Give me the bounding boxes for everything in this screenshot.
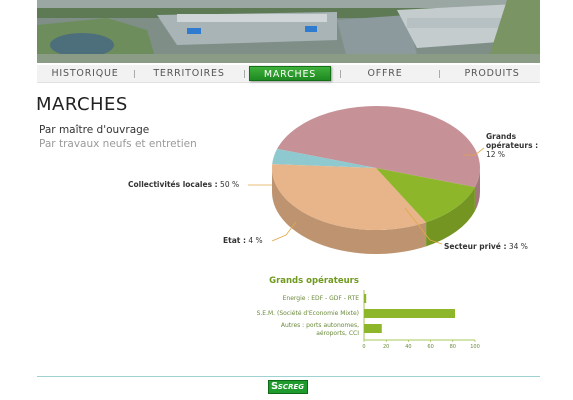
nav-territoires[interactable]: TERRITOIRES: [153, 68, 225, 79]
nav-historique[interactable]: HISTORIQUE: [51, 68, 119, 79]
pie-label-etat-name: Etat :: [223, 236, 246, 245]
header-banner: [37, 0, 540, 63]
pie-label-collectivites: Collectivités locales : 50 %: [128, 180, 239, 189]
pie-slice-grands-side: [426, 187, 475, 247]
pie-slice-etat[interactable]: [272, 148, 376, 168]
nav-separator: [244, 70, 245, 78]
bar-chart-title: Grands opérateurs: [269, 275, 359, 286]
footer-divider: [37, 376, 540, 377]
pie-label-etat-value: 4 %: [248, 236, 263, 245]
pie-label-collectivites-value: 50 %: [220, 180, 240, 189]
pie-label-prive: Secteur privé : 34 %: [444, 242, 528, 251]
nav-produits[interactable]: PRODUITS: [464, 68, 520, 79]
bar-chart-svg: Grands opérateurs Energie : EDF - GDF - R…: [257, 275, 480, 350]
nav-separator: [340, 70, 341, 78]
bar-label-2: aéroports, CCI: [316, 330, 359, 337]
pie-label-prive-name: Secteur privé :: [444, 242, 507, 251]
pie-slice-prive[interactable]: [272, 164, 427, 230]
nav-offre[interactable]: OFFRE: [367, 68, 403, 79]
bar-label-1: S.E.M. (Société d'Economie Mixte): [257, 310, 359, 317]
logo-mark: S: [271, 381, 279, 392]
bar-x-tick-label: 100: [470, 344, 480, 350]
pie-slice-collectivites-side: [474, 168, 480, 212]
bar-0[interactable]: [364, 294, 367, 303]
aerial-photo-image: [37, 0, 540, 63]
pie-label-etat: Etat : 4 %: [223, 236, 263, 245]
pie-label-grands: Grands opérateurs : 12 %: [486, 132, 546, 159]
logo-text: SCREG: [277, 383, 304, 391]
bar-x-tick-label: 60: [427, 344, 433, 350]
bar-x-tick-label: 20: [383, 344, 389, 350]
pie-slice-collectivites[interactable]: [277, 105, 480, 188]
nav-separator: [439, 70, 440, 78]
bar-x-tick-label: 0: [362, 344, 365, 350]
nav-separator: [134, 70, 135, 78]
bar-1[interactable]: [364, 309, 456, 318]
leader-line-grands: [463, 147, 485, 156]
leader-line-etat: [271, 221, 297, 242]
bar-x-tick-label: 40: [405, 344, 411, 350]
pie-label-grands-name: Grands opérateurs :: [486, 132, 539, 150]
bar-x-tick-label: 80: [450, 344, 456, 350]
subtitle-by-works[interactable]: Par travaux neufs et entretien: [39, 138, 197, 150]
pie-label-prive-value: 34 %: [508, 242, 528, 251]
pie-label-grands-value: 12 %: [486, 150, 506, 159]
screg-logo[interactable]: S SCREG: [268, 380, 308, 394]
page-title: MARCHES: [36, 94, 128, 115]
pie-slice-grands[interactable]: [376, 168, 475, 223]
pie-label-collectivites-name: Collectivités locales :: [128, 180, 218, 189]
bar-chart: Grands opérateurs Energie : EDF - GDF - R…: [240, 272, 500, 362]
subtitle-by-owner[interactable]: Par maître d'ouvrage: [39, 124, 150, 136]
leader-line-prive: [404, 207, 443, 245]
main-nav: HISTORIQUE TERRITOIRES MARCHES OFFRE PRO…: [37, 65, 540, 83]
bar-label-0: Energie : EDF - GDF - RTE: [283, 295, 360, 302]
bar-2[interactable]: [364, 324, 382, 333]
pie-slice-prive-side: [272, 168, 427, 254]
bar-label-2: Autres : ports autonomes,: [281, 322, 359, 329]
nav-marches[interactable]: MARCHES: [249, 66, 331, 81]
